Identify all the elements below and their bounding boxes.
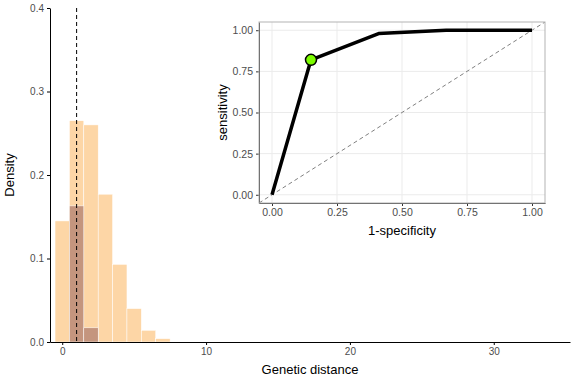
- y-grid-line: [259, 194, 545, 195]
- x-tick: 0.00: [262, 203, 283, 218]
- y-tick-label: 0.50: [233, 106, 254, 118]
- x-axis: 0.00 0.25 0.50 0.75 1.00: [260, 203, 546, 218]
- y-tick-mark: [47, 342, 50, 343]
- y-tick: 0.2: [30, 170, 50, 181]
- x-tick-label: 0: [60, 346, 66, 357]
- y-axis-title: Density: [2, 153, 17, 197]
- y-axis-title: sensitivity: [215, 84, 230, 141]
- y-tick: 0.75: [233, 65, 259, 77]
- x-axis-title: 1-specificity: [368, 223, 436, 238]
- histogram-bar: [55, 221, 69, 342]
- x-tick: 20: [345, 342, 357, 357]
- x-tick: 1.00: [522, 203, 543, 218]
- histogram-bar: [127, 309, 141, 342]
- x-tick-mark: [62, 342, 63, 345]
- histogram-series: [55, 121, 170, 342]
- histogram-series: [69, 206, 98, 342]
- reference-line: [259, 22, 545, 203]
- chart-1: 0.00 0.25 0.50 0.75 1.00 0.00 0.25 0.50 0.75 1.00…: [215, 22, 546, 238]
- x-tick-label: 30: [489, 346, 501, 357]
- y-tick-label: 0.2: [30, 170, 44, 181]
- y-tick-label: 0.25: [233, 147, 254, 159]
- y-axis: 0.0 0.1 0.2 0.3 0.4: [30, 3, 50, 348]
- x-tick-mark: [494, 342, 495, 345]
- figure: 0 10 20 30 0.0 0.1 0.2 0.3 0.4 Genetic distance De…: [0, 0, 576, 384]
- panel-background: [259, 22, 545, 203]
- y-tick-mark: [47, 8, 50, 9]
- y-tick-label: 0.4: [30, 3, 44, 14]
- histogram-bar: [84, 125, 98, 342]
- roc-line: [272, 30, 532, 195]
- x-axis-title: Genetic distance: [262, 362, 359, 377]
- x-tick: 0: [60, 342, 66, 357]
- histogram-bar: [141, 342, 155, 343]
- x-tick: 0.75: [457, 203, 478, 218]
- x-tick-label: 0.50: [392, 206, 413, 218]
- y-tick-label: 0.1: [30, 253, 44, 264]
- reference-vline: [76, 8, 77, 342]
- x-axis-line: [51, 342, 571, 343]
- y-tick-label: 1.00: [233, 24, 254, 36]
- y-tick-label: 0.3: [30, 86, 44, 97]
- x-tick-mark: [350, 342, 351, 345]
- plot-area: [259, 22, 545, 203]
- histogram-bar: [84, 328, 98, 342]
- y-tick-mark: [47, 92, 50, 93]
- x-tick: 30: [489, 342, 501, 357]
- y-tick: 0.4: [30, 3, 50, 14]
- y-tick-label: 0.75: [233, 65, 254, 77]
- y-tick: 0.50: [233, 106, 259, 118]
- histogram-bar: [113, 264, 127, 342]
- y-axis: 0.00 0.25 0.50 0.75 1.00: [233, 23, 260, 204]
- x-tick: 0.25: [327, 203, 348, 218]
- x-tick-label: 0.25: [327, 206, 348, 218]
- y-tick-mark: [47, 175, 50, 176]
- y-tick: 0.00: [233, 189, 259, 201]
- histogram-bar: [55, 342, 69, 343]
- highlight-point: [306, 54, 317, 65]
- x-tick-mark: [206, 342, 207, 345]
- y-grid-line: [259, 153, 545, 154]
- y-tick: 0.1: [30, 253, 50, 264]
- x-tick: 0.50: [392, 203, 413, 218]
- x-tick: 10: [201, 342, 213, 357]
- y-tick: 0.3: [30, 86, 50, 97]
- y-tick-mark: [47, 259, 50, 260]
- y-tick: 1.00: [233, 24, 259, 36]
- x-tick-label: 20: [345, 346, 357, 357]
- y-tick-label: 0.0: [30, 337, 44, 348]
- histogram-bar: [156, 342, 170, 343]
- histogram-bar: [127, 342, 141, 343]
- grid: [259, 22, 545, 203]
- panel-border: [259, 22, 545, 203]
- y-tick: 0.0: [30, 337, 50, 348]
- histogram-bar: [113, 342, 127, 343]
- plot-area: [55, 8, 170, 342]
- chart-0: 0 10 20 30 0.0 0.1 0.2 0.3 0.4 Genetic distance De…: [2, 3, 571, 377]
- y-grid-line: [259, 71, 545, 72]
- y-tick-label: 0.00: [233, 189, 254, 201]
- histogram-bar: [98, 342, 112, 343]
- y-tick: 0.25: [233, 147, 259, 159]
- x-axis: 0 10 20 30: [51, 342, 571, 357]
- x-tick-label: 0.00: [262, 206, 283, 218]
- x-tick-label: 10: [201, 346, 213, 357]
- histogram-bar: [69, 121, 83, 342]
- histogram-bar: [156, 339, 170, 342]
- histogram-bar: [98, 194, 112, 342]
- y-axis-line: [50, 9, 51, 343]
- x-tick-label: 0.75: [457, 206, 478, 218]
- x-tick-label: 1.00: [522, 206, 543, 218]
- histogram-bar: [141, 330, 155, 342]
